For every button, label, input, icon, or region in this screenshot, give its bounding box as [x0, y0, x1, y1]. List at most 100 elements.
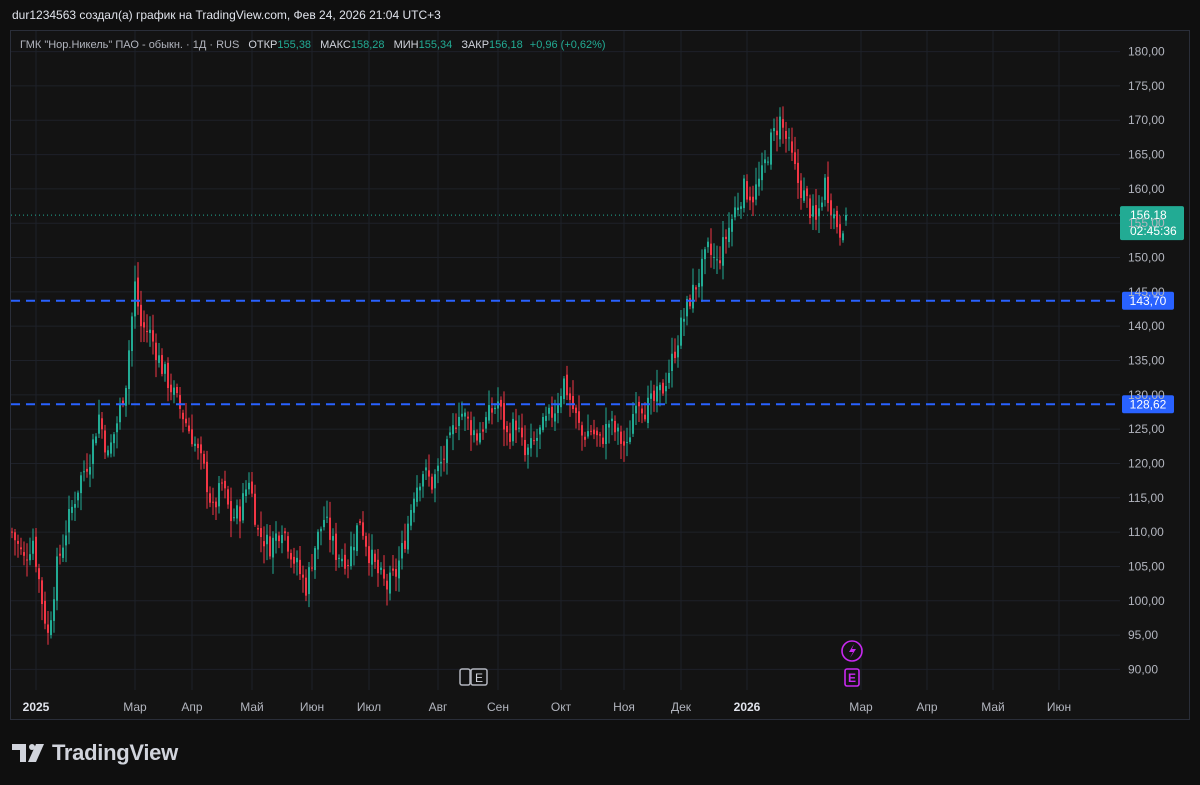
- candle-body: [11, 531, 13, 533]
- high-value: 158,28: [350, 39, 385, 51]
- candle-body: [101, 418, 103, 430]
- candle-body: [812, 205, 814, 217]
- level-price-tag: [1122, 291, 1174, 310]
- candle-body: [392, 568, 394, 571]
- candle-body: [707, 241, 709, 248]
- candle-body: [821, 202, 823, 208]
- candle-body: [569, 393, 571, 400]
- candle-body: [473, 430, 475, 436]
- candle-body: [614, 420, 616, 433]
- y-tick-label: 170,00: [1128, 113, 1165, 127]
- candle-body: [839, 224, 841, 238]
- candle-body: [326, 516, 328, 518]
- candle-body: [410, 510, 412, 526]
- candle-body: [638, 401, 640, 407]
- candle-body: [35, 536, 37, 567]
- candle-body: [647, 397, 649, 424]
- candle-body: [494, 407, 496, 410]
- candle-body: [509, 433, 511, 442]
- candle-body: [128, 350, 130, 389]
- candle-body: [800, 180, 802, 199]
- y-tick-label: 155,00: [1128, 216, 1165, 230]
- x-tick-label: 2025: [23, 700, 50, 714]
- y-tick-label: 100,00: [1128, 594, 1165, 608]
- candle-body: [476, 433, 478, 441]
- candle-body: [656, 386, 658, 402]
- low-value: 155,34: [418, 39, 453, 51]
- y-tick-label: 130,00: [1128, 388, 1165, 402]
- dividend-marker-box: [844, 668, 860, 687]
- candle-body: [308, 567, 310, 595]
- candle-body: [113, 434, 115, 444]
- candle-body: [26, 559, 28, 561]
- symbol-legend: ГМК "Нор.Никель" ПАО - обыкн. · 1Д · RUS…: [20, 39, 606, 51]
- candle-body: [584, 436, 586, 440]
- candle-body: [41, 580, 43, 605]
- candle-body: [644, 414, 646, 420]
- candle-body: [92, 439, 94, 465]
- candle-body: [512, 418, 514, 442]
- low-label: МИН: [393, 39, 419, 51]
- candle-body: [659, 384, 661, 391]
- candle-body: [440, 461, 442, 464]
- candle-body: [134, 281, 136, 317]
- candle-body: [143, 322, 145, 328]
- candle-body: [653, 390, 655, 401]
- candle-body: [368, 546, 370, 564]
- candle-body: [608, 423, 610, 428]
- candle-body: [827, 176, 829, 203]
- candle-body: [53, 599, 55, 621]
- candle-body: [227, 489, 229, 505]
- x-tick-label: Авг: [429, 700, 448, 714]
- level-price-label: 128,62: [1130, 397, 1167, 411]
- y-tick-label: 165,00: [1128, 148, 1165, 162]
- y-tick-label: 120,00: [1128, 456, 1165, 470]
- candle-body: [320, 528, 322, 532]
- candle-body: [650, 393, 652, 399]
- candle-body: [755, 184, 757, 200]
- candle-body: [272, 537, 274, 558]
- close-label: ЗАКР: [461, 39, 490, 51]
- candle-body: [521, 427, 523, 438]
- candle-body: [809, 198, 811, 218]
- candle-body: [782, 119, 784, 128]
- candle-body: [341, 558, 343, 562]
- candle-body: [110, 442, 112, 454]
- candle-body: [785, 130, 787, 139]
- candle-body: [716, 259, 718, 261]
- candle-body: [689, 298, 691, 307]
- y-tick-label: 105,00: [1128, 559, 1165, 573]
- candle-body: [734, 207, 736, 218]
- candle-body: [506, 425, 508, 433]
- candle-body: [578, 411, 580, 423]
- x-tick-label: Апр: [916, 700, 938, 714]
- y-tick-label: 90,00: [1128, 662, 1158, 676]
- candle-body: [617, 427, 619, 432]
- candle-body: [482, 429, 484, 432]
- candle-body: [758, 178, 760, 187]
- candle-body: [389, 572, 391, 594]
- candle-body: [737, 207, 739, 211]
- candle-body: [29, 554, 31, 561]
- candle-body: [539, 427, 541, 435]
- candle-body: [311, 567, 313, 569]
- candle-body: [629, 437, 631, 442]
- candle-body: [257, 528, 259, 530]
- open-label: ОТКР: [248, 39, 278, 51]
- candle-body: [560, 396, 562, 408]
- candle-body: [137, 277, 139, 307]
- candle-body: [599, 434, 601, 436]
- candle-body: [335, 533, 337, 560]
- candle-body: [248, 482, 250, 490]
- candle-body: [728, 227, 730, 243]
- candle-body: [206, 461, 208, 493]
- candle-body: [488, 405, 490, 421]
- candle-body: [293, 556, 295, 564]
- candle-body: [338, 557, 340, 559]
- tradingview-logo-icon: [12, 744, 44, 762]
- candle-body: [20, 547, 22, 550]
- candle-body: [572, 395, 574, 410]
- x-tick-label: Ноя: [613, 700, 635, 714]
- candle-body: [353, 547, 355, 551]
